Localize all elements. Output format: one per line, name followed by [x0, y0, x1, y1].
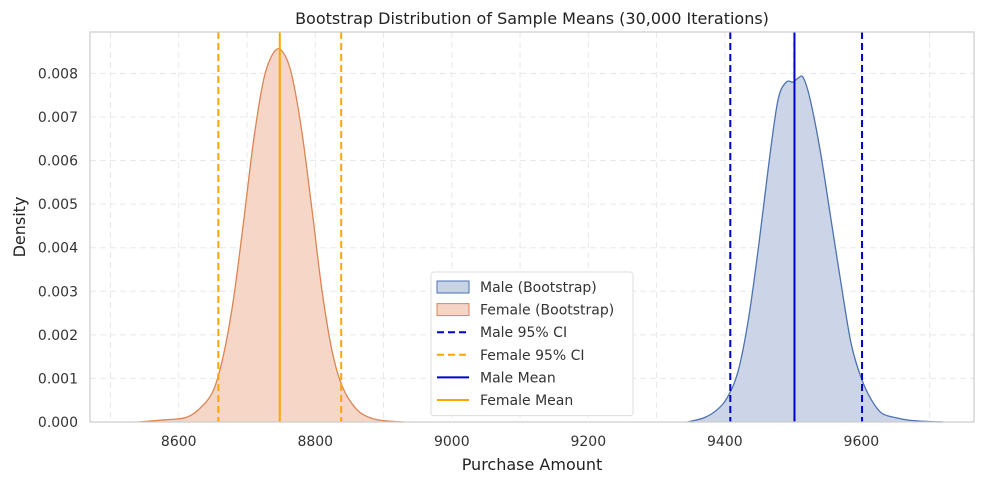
- reference-lines: [217, 32, 864, 422]
- female-bootstrap-area: [137, 48, 405, 423]
- legend-swatch-male-bootstrap: [436, 280, 470, 294]
- legend-swatch-female-bootstrap: [436, 303, 470, 317]
- y-axis-ticks: 0.000 0.001 0.002 0.003 0.004 0.005 0.006 0.007…: [38, 66, 78, 431]
- y-tick-label: 0.001: [38, 371, 78, 387]
- legend-label-female-mean: Female Mean: [480, 393, 573, 409]
- y-tick-label: 0.003: [38, 284, 78, 300]
- density-areas: [137, 47, 944, 423]
- y-tick-label: 0.002: [38, 328, 78, 344]
- male-bootstrap-curve: [687, 75, 944, 423]
- x-tick-label: 8800: [297, 434, 333, 450]
- y-tick-label: 0.007: [38, 110, 78, 126]
- legend-label-male-bootstrap: Male (Bootstrap): [480, 280, 597, 296]
- legend-box: [430, 271, 634, 417]
- y-tick-label: 0.004: [38, 241, 78, 257]
- x-axis-ticks: 8600 8800 9000 9200 9400 9600: [161, 434, 879, 450]
- legend-label-male-mean: Male Mean: [480, 370, 556, 386]
- male-bootstrap-area: [687, 75, 944, 423]
- y-tick-label: 0.000: [38, 415, 78, 431]
- x-tick-label: 8600: [161, 434, 197, 450]
- x-tick-label: 9600: [844, 434, 880, 450]
- legend-label-female-bootstrap: Female (Bootstrap): [480, 303, 614, 319]
- female-bootstrap-curve: [137, 47, 405, 423]
- legend: Male (Bootstrap) Female (Bootstrap) Male 9…: [430, 271, 634, 417]
- y-axis-label: Density: [10, 197, 29, 258]
- y-tick-label: 0.006: [38, 154, 78, 170]
- x-tick-label: 9200: [570, 434, 606, 450]
- x-axis-label: Purchase Amount: [462, 455, 603, 474]
- y-tick-label: 0.008: [38, 66, 78, 82]
- legend-label-male-95-ci: Male 95% CI: [480, 325, 567, 341]
- y-tick-label: 0.005: [38, 197, 78, 213]
- x-tick-label: 9000: [434, 434, 470, 450]
- chart-title: Bootstrap Distribution of Sample Means (…: [295, 9, 769, 28]
- legend-label-female-95-ci: Female 95% CI: [480, 348, 585, 364]
- plot-frame: [89, 31, 975, 423]
- x-tick-label: 9400: [707, 434, 743, 450]
